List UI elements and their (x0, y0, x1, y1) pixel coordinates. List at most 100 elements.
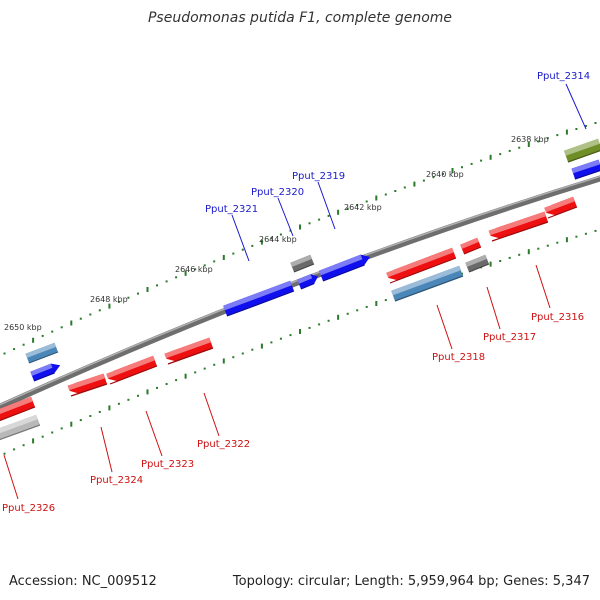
minor-tick (13, 348, 16, 351)
minor-tick (213, 260, 216, 263)
minor-tick (89, 415, 92, 417)
minor-tick (232, 356, 235, 359)
minor-tick (279, 233, 282, 236)
major-tick (260, 343, 263, 349)
minor-tick (422, 179, 425, 182)
minor-tick (365, 305, 368, 308)
gene-label-pput-2318: Pput_2318 (432, 352, 485, 363)
major-tick (299, 224, 301, 230)
minor-tick (499, 260, 502, 262)
minor-tick (98, 309, 101, 312)
minor-tick (251, 348, 254, 351)
major-tick (565, 129, 568, 135)
minor-tick (270, 341, 273, 344)
gene-label-pput-2316: Pput_2316 (531, 312, 584, 323)
major-tick (527, 249, 530, 255)
minor-tick (327, 319, 330, 322)
gene-pput-2318 (391, 265, 464, 302)
minor-tick (470, 162, 473, 165)
major-tick (413, 181, 416, 187)
major-tick (70, 421, 73, 427)
minor-tick (346, 312, 349, 315)
major-tick (70, 320, 73, 326)
kbp-label-2646: 2646 kbp (175, 265, 213, 274)
minor-tick (251, 244, 254, 247)
major-tick (222, 358, 225, 364)
minor-tick (346, 207, 349, 210)
minor-tick (3, 452, 6, 455)
minor-tick (518, 253, 521, 256)
major-tick (146, 389, 149, 395)
gene-label-pput-2314: Pput_2314 (537, 71, 590, 82)
gene-label-pput-2321: Pput_2321 (205, 204, 258, 215)
minor-tick (194, 371, 197, 374)
minor-tick (241, 248, 244, 251)
minor-tick (127, 296, 130, 299)
minor-tick (461, 166, 463, 169)
leader-pput-2324 (100, 426, 113, 473)
gene-label-pput-2317: Pput_2317 (483, 332, 536, 343)
gene-left-edge-red (0, 396, 36, 422)
major-tick (184, 270, 187, 276)
major-tick (527, 142, 530, 147)
genome-title: Pseudomonas putida F1, complete genome (147, 10, 453, 26)
minor-tick (546, 137, 549, 140)
minor-tick (432, 176, 435, 179)
minor-tick (137, 292, 139, 295)
minor-tick (318, 218, 321, 221)
minor-tick (318, 323, 321, 326)
gene-pput-2322 (164, 337, 214, 365)
leader-pput-2319 (317, 181, 336, 230)
minor-tick (41, 435, 44, 438)
gene-pput-2326 (0, 414, 41, 441)
leader-pput-2326 (3, 454, 19, 500)
minor-tick (60, 427, 63, 430)
minor-tick (165, 383, 168, 385)
major-tick (489, 154, 492, 160)
major-tick (299, 329, 301, 334)
minor-tick (79, 419, 82, 422)
minor-tick (41, 334, 44, 337)
kbp-label-2648: 2648 kbp (90, 295, 128, 304)
gene-label-pput-2319: Pput_2319 (292, 171, 345, 182)
gene-pput-2320-gray (290, 254, 315, 273)
kbp-label-2650: 2650 kbp (4, 323, 42, 332)
kbp-label-2640: 2640 kbp (426, 170, 464, 179)
minor-tick (594, 229, 597, 232)
gene-pput-2323 (106, 355, 158, 385)
minor-tick (308, 222, 311, 225)
minor-tick (584, 232, 587, 235)
minor-tick (165, 280, 168, 283)
kbp-label-2638: 2638 kbp (511, 135, 549, 144)
outer-tick-track (3, 122, 597, 355)
minor-tick (518, 146, 521, 149)
minor-tick (270, 237, 273, 240)
gene-pput-2314 (564, 138, 600, 163)
minor-tick (203, 367, 206, 370)
gene-label-pput-2320: Pput_2320 (251, 187, 304, 198)
minor-tick (508, 149, 511, 152)
gene-pput-2317 (465, 254, 490, 273)
leader-pput-2316 (535, 264, 551, 309)
kbp-label-2642: 2642 kbp (344, 203, 382, 212)
minor-tick (356, 309, 359, 312)
major-tick (108, 303, 111, 309)
gene-pput-2318-red (386, 247, 457, 284)
leader-pput-2317 (486, 286, 501, 330)
major-tick (146, 287, 149, 292)
gene-label-pput-2324: Pput_2324 (90, 475, 143, 486)
minor-tick (499, 153, 502, 156)
minor-tick (89, 313, 92, 316)
major-tick (222, 255, 225, 260)
major-tick (32, 438, 35, 444)
gene-label-pput-2322: Pput_2322 (197, 439, 250, 450)
leader-pput-2318 (436, 304, 453, 350)
major-tick (337, 209, 340, 215)
major-tick (565, 237, 568, 243)
minor-tick (79, 317, 82, 320)
minor-tick (403, 186, 406, 189)
leader-pput-2323 (145, 410, 163, 457)
minor-tick (175, 276, 178, 279)
genome-backbone (0, 175, 600, 411)
